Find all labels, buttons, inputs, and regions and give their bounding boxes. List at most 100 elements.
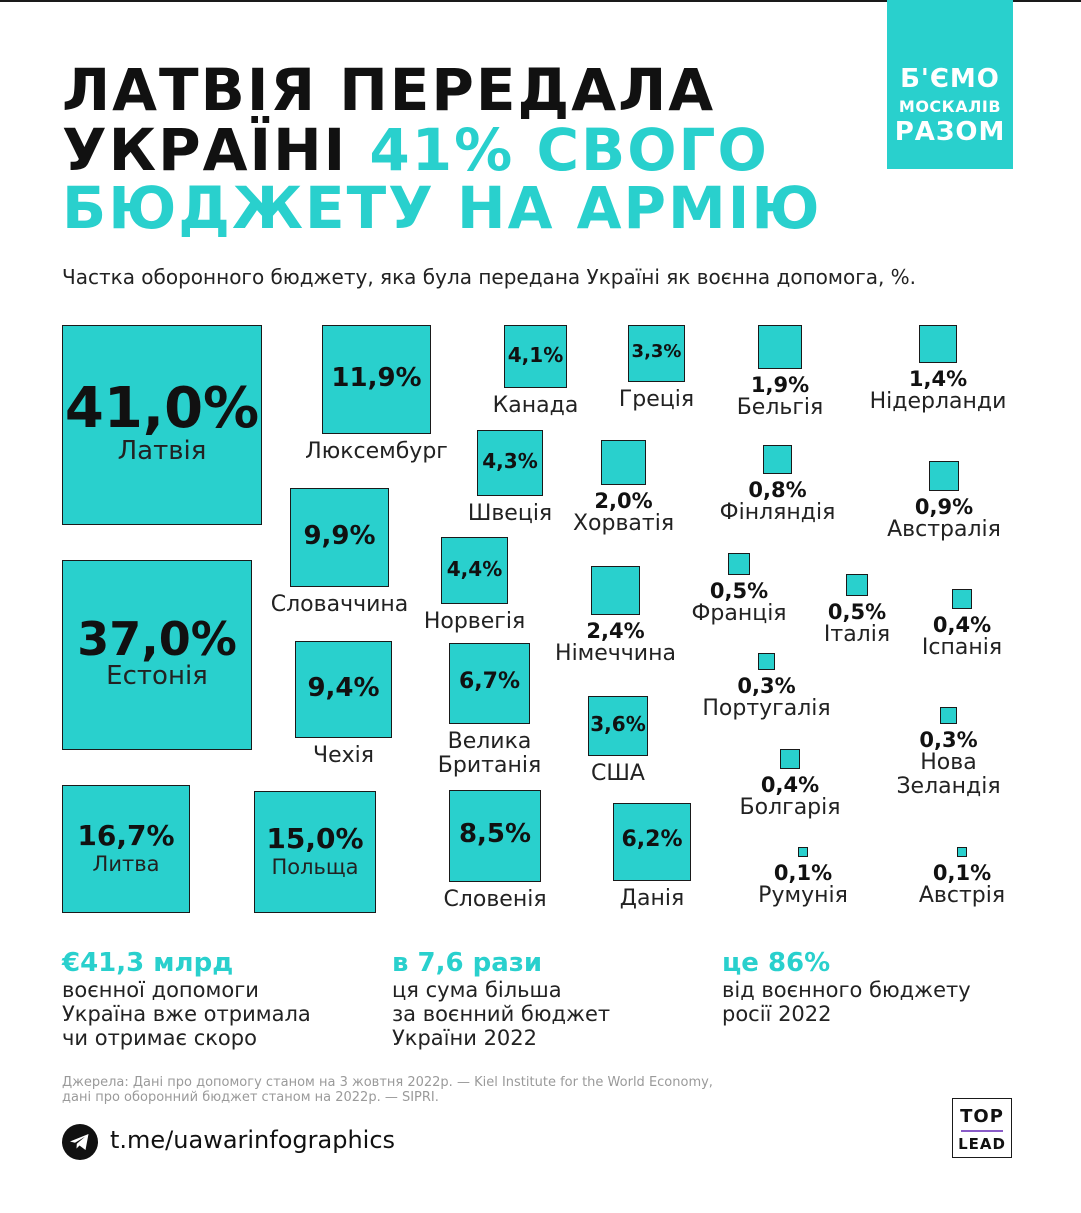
country-square — [758, 653, 775, 670]
value-label: 0,4% — [932, 613, 992, 637]
value-label: 1,4% — [908, 367, 968, 391]
stat-headline-2: в 7,6 рази — [392, 948, 543, 978]
badge-line-1: Б'ЄМО — [900, 64, 1000, 94]
country-label: Норвегія — [423, 609, 526, 634]
value-label: 0,3% — [737, 674, 796, 698]
value-label: 0,9% — [914, 495, 974, 519]
top-border — [0, 0, 1081, 2]
value-label: 6,7% — [458, 668, 521, 694]
title-line-2-accent: 41% СВОГО — [369, 116, 769, 184]
country-square — [919, 325, 957, 363]
value-label: 4,4% — [446, 556, 503, 581]
value-label: 6,2% — [621, 827, 683, 852]
country-square — [62, 560, 252, 750]
country-label: Данія — [619, 886, 685, 911]
country-label: Латвія — [117, 436, 207, 466]
country-square — [613, 803, 691, 881]
sources-note: Джерела: Дані про допомогу станом на 3 ж… — [62, 1075, 713, 1105]
value-label: 4,1% — [507, 342, 564, 367]
country-label: США — [591, 761, 645, 786]
stat-text-3: від воєнного бюджету росії 2022 — [722, 978, 971, 1026]
value-label: 3,3% — [631, 340, 682, 362]
value-label: 16,7% — [77, 818, 175, 852]
campaign-badge: Б'ЄМО МОСКАЛІВ РАЗОМ — [887, 0, 1013, 169]
country-square — [601, 440, 646, 485]
value-label: 3,6% — [590, 712, 646, 736]
country-label: Люксембург — [305, 439, 448, 464]
value-label: 41,0% — [64, 376, 260, 441]
title-line-1: ЛАТВІЯ ПЕРЕДАЛА — [62, 56, 716, 124]
country-label: Австрія — [918, 883, 1006, 908]
country-square — [504, 325, 567, 388]
country-label: Португалія — [702, 696, 831, 721]
country-label: Болгарія — [739, 795, 841, 820]
country-label: Франція — [691, 601, 787, 626]
country-square — [449, 790, 541, 882]
value-label: 2,0% — [594, 489, 653, 513]
logo-divider — [961, 1130, 1003, 1132]
value-label: 9,9% — [303, 520, 376, 551]
country-label: Хорватія — [572, 511, 675, 536]
value-label: 4,3% — [482, 449, 538, 473]
country-label: Фінляндія — [719, 500, 836, 525]
country-label: Греція — [618, 387, 695, 412]
country-label: Литва — [92, 851, 160, 876]
stat-headline-3: це 86% — [722, 948, 831, 978]
country-label: Румунія — [758, 883, 848, 908]
telegram-link[interactable]: t.me/uawarinfographics — [110, 1126, 396, 1154]
stat-headline-1: €41,3 млрд — [62, 948, 234, 978]
telegram-icon — [62, 1124, 98, 1160]
country-square — [846, 574, 868, 596]
country-square — [929, 461, 959, 491]
country-label: Естонія — [106, 661, 208, 691]
country-label: Нідерланди — [869, 389, 1007, 414]
country-square — [780, 749, 800, 769]
country-label: Велика Британія — [437, 729, 542, 778]
country-square — [62, 325, 262, 525]
value-label: 0,1% — [932, 861, 992, 885]
title-line-3: БЮДЖЕТУ НА АРМІЮ — [62, 174, 822, 242]
country-label: Польща — [271, 854, 359, 879]
value-label: 2,4% — [586, 619, 645, 643]
country-label: Іспанія — [921, 635, 1003, 660]
country-square — [62, 785, 190, 913]
country-square — [940, 707, 957, 724]
value-label: 0,5% — [827, 600, 887, 624]
country-label: Канада — [492, 393, 579, 418]
country-square — [957, 847, 967, 857]
country-label: Чехія — [313, 743, 374, 768]
country-square — [441, 537, 508, 604]
country-square — [591, 566, 640, 615]
logo-top-text: TOP — [960, 1106, 1004, 1127]
country-square — [763, 445, 792, 474]
value-label: 0,1% — [773, 861, 833, 885]
title-line-2-dark: УКРАЇНІ — [62, 116, 370, 184]
value-label: 0,4% — [760, 773, 820, 797]
country-square — [798, 847, 808, 857]
country-label: Німеччина — [555, 641, 676, 666]
value-label: 1,9% — [750, 373, 810, 397]
value-label: 37,0% — [77, 612, 237, 666]
country-square — [952, 589, 972, 609]
badge-line-3: РАЗОМ — [894, 117, 1006, 147]
stat-text-1: воєнної допомоги Україна вже отримала чи… — [62, 978, 311, 1050]
title-line-2: УКРАЇНІ 41% СВОГО — [62, 120, 769, 180]
country-square — [728, 553, 750, 575]
value-label: 11,9% — [331, 362, 422, 393]
chart-subtitle: Частка оборонного бюджету, яка була пере… — [62, 265, 917, 289]
country-square — [290, 488, 389, 587]
country-label: Бельгія — [736, 395, 824, 420]
country-square — [477, 430, 543, 496]
toplead-logo: TOP LEAD — [952, 1098, 1012, 1158]
logo-bottom-text: LEAD — [958, 1135, 1006, 1153]
country-label: Австралія — [887, 517, 1001, 542]
badge-line-2: МОСКАЛІВ — [898, 97, 1002, 116]
country-label: Словаччина — [270, 592, 409, 617]
country-square — [588, 696, 648, 756]
country-square — [758, 325, 802, 369]
country-label: Швеція — [467, 501, 553, 526]
country-label: Словенія — [443, 887, 547, 912]
stat-text-2: ця сума більша за воєнний бюджет України… — [392, 978, 611, 1050]
country-label: Нова Зеландія — [896, 750, 1001, 799]
country-square — [322, 325, 431, 434]
